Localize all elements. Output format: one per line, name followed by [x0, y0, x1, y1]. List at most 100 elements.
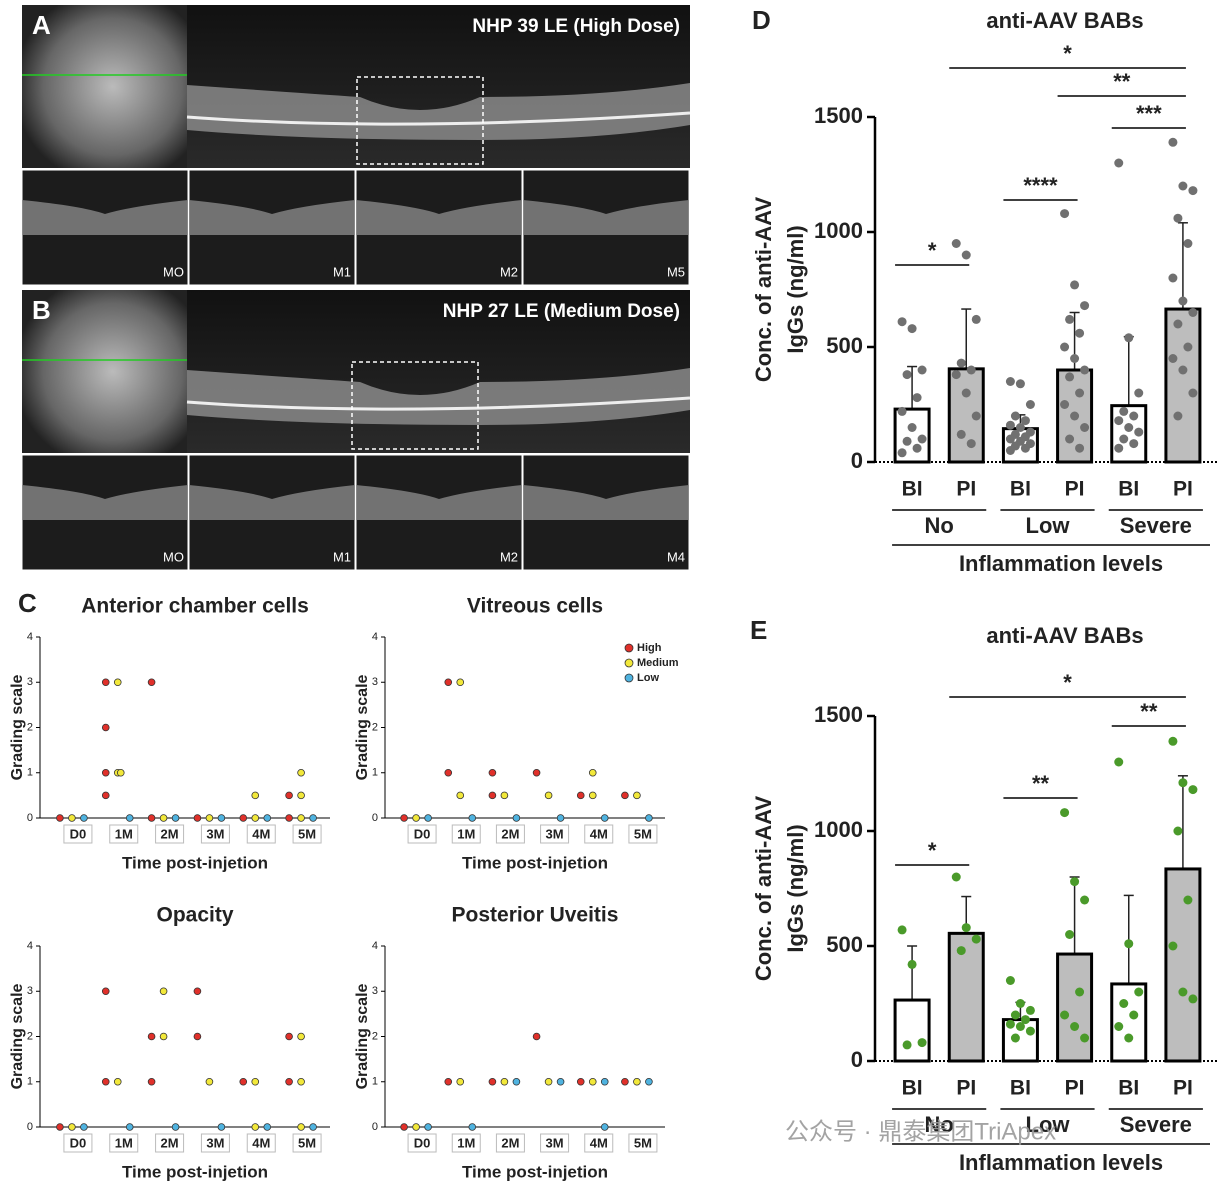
dot [412, 1123, 420, 1131]
dot [500, 791, 509, 800]
data-point [1060, 808, 1070, 818]
tile-retina [523, 485, 689, 520]
data-point [1178, 365, 1188, 375]
data-point [1010, 1033, 1020, 1043]
data-point [907, 423, 917, 432]
legend-label: High [637, 642, 662, 654]
data-point [1188, 388, 1198, 398]
tile-retina [22, 485, 188, 520]
data-point [897, 317, 907, 327]
data-point [1183, 895, 1193, 905]
y-tick-label: 4 [372, 631, 378, 643]
data-point [1129, 1010, 1139, 1020]
data-point [1010, 1010, 1020, 1020]
x-tick-box [495, 1133, 525, 1153]
dot [147, 1032, 156, 1041]
significance-label: * [1063, 670, 1072, 695]
dot [80, 1123, 88, 1131]
dot [217, 1123, 226, 1131]
dot [101, 723, 110, 732]
dot [297, 791, 305, 800]
data-point [1129, 439, 1139, 449]
data-point [1060, 209, 1070, 219]
dot [251, 1123, 260, 1131]
x-tick-box [155, 1133, 185, 1153]
chart-title: Posterior Uveitis [452, 904, 619, 927]
timepoint-label: MO [163, 549, 184, 564]
x-tick-label: 3M [546, 1135, 564, 1150]
data-point [1025, 1005, 1035, 1015]
dot [68, 814, 76, 822]
dot [309, 1123, 317, 1131]
x-tick-label: 4M [590, 1135, 608, 1150]
x-tick-label: 1M [457, 826, 475, 841]
significance-label: ** [1113, 69, 1131, 94]
x-tick-box [200, 824, 230, 844]
x-tick-label: BI [902, 478, 923, 501]
dot [101, 791, 110, 800]
dot [500, 1077, 509, 1086]
data-point [966, 439, 976, 449]
dot [285, 814, 293, 822]
y-tick-label: 1 [372, 1076, 378, 1088]
dot [101, 1077, 110, 1086]
data-point [1168, 354, 1178, 363]
dot [588, 768, 597, 777]
data-point [1124, 1033, 1134, 1043]
legend-swatch [624, 673, 634, 683]
y-tick-label: 2 [372, 1030, 378, 1042]
x-tick-label: PI [956, 478, 976, 501]
significance-label: ** [1032, 771, 1050, 796]
timepoint-label: M5 [667, 264, 685, 279]
dot [193, 1032, 202, 1041]
data-point [1168, 273, 1178, 283]
y-tick-label: 2 [27, 721, 33, 733]
panel-title: NHP 39 LE (High Dose) [472, 16, 680, 37]
x-tick-box [155, 824, 185, 844]
y-tick-label: 3 [372, 985, 378, 997]
y-tick-label: 2 [27, 1030, 33, 1042]
dot [512, 1077, 521, 1086]
y-axis-label: Grading scale [9, 674, 26, 780]
y-axis-label: IgGs (ng/ml) [783, 824, 808, 952]
x-tick-label: PI [1065, 478, 1085, 501]
data-point [1178, 778, 1188, 788]
x-axis-label: Time post-injetion [462, 1162, 608, 1181]
dot [424, 1123, 432, 1131]
data-point [1015, 999, 1025, 1008]
tile-retina [356, 200, 522, 235]
data-point [1124, 939, 1134, 949]
fundus-image [22, 5, 187, 168]
data-point [1060, 342, 1070, 352]
dot [400, 814, 408, 822]
x-tick-box [246, 1133, 276, 1153]
dot [171, 814, 180, 822]
x-tick-label: BI [1118, 1077, 1139, 1100]
dot [468, 1123, 477, 1131]
data-point [1188, 994, 1198, 1004]
dot [125, 1123, 134, 1131]
tile-retina [356, 485, 522, 520]
bar [1164, 867, 1202, 1063]
x-tick-label: BI [1118, 478, 1139, 501]
dot [285, 1077, 293, 1086]
y-tick-label: 0 [27, 1121, 33, 1133]
group-label: Severe [1120, 513, 1192, 538]
x-tick-label: 2M [501, 826, 519, 841]
dot [239, 1077, 248, 1086]
x-tick-label: D0 [70, 1135, 87, 1150]
y-axis-label: Grading scale [354, 983, 371, 1089]
data-point [1119, 999, 1129, 1008]
data-point [897, 406, 907, 416]
data-point [961, 388, 971, 398]
data-point [1075, 987, 1085, 997]
dot [116, 768, 125, 777]
x-tick-label: 2M [501, 1135, 519, 1150]
data-point [956, 429, 966, 439]
dot [645, 814, 653, 822]
legend-label: Low [637, 672, 659, 684]
group-axis-label: Inflammation levels [959, 1150, 1163, 1175]
data-point [1119, 406, 1129, 416]
data-point [1070, 1022, 1080, 1031]
